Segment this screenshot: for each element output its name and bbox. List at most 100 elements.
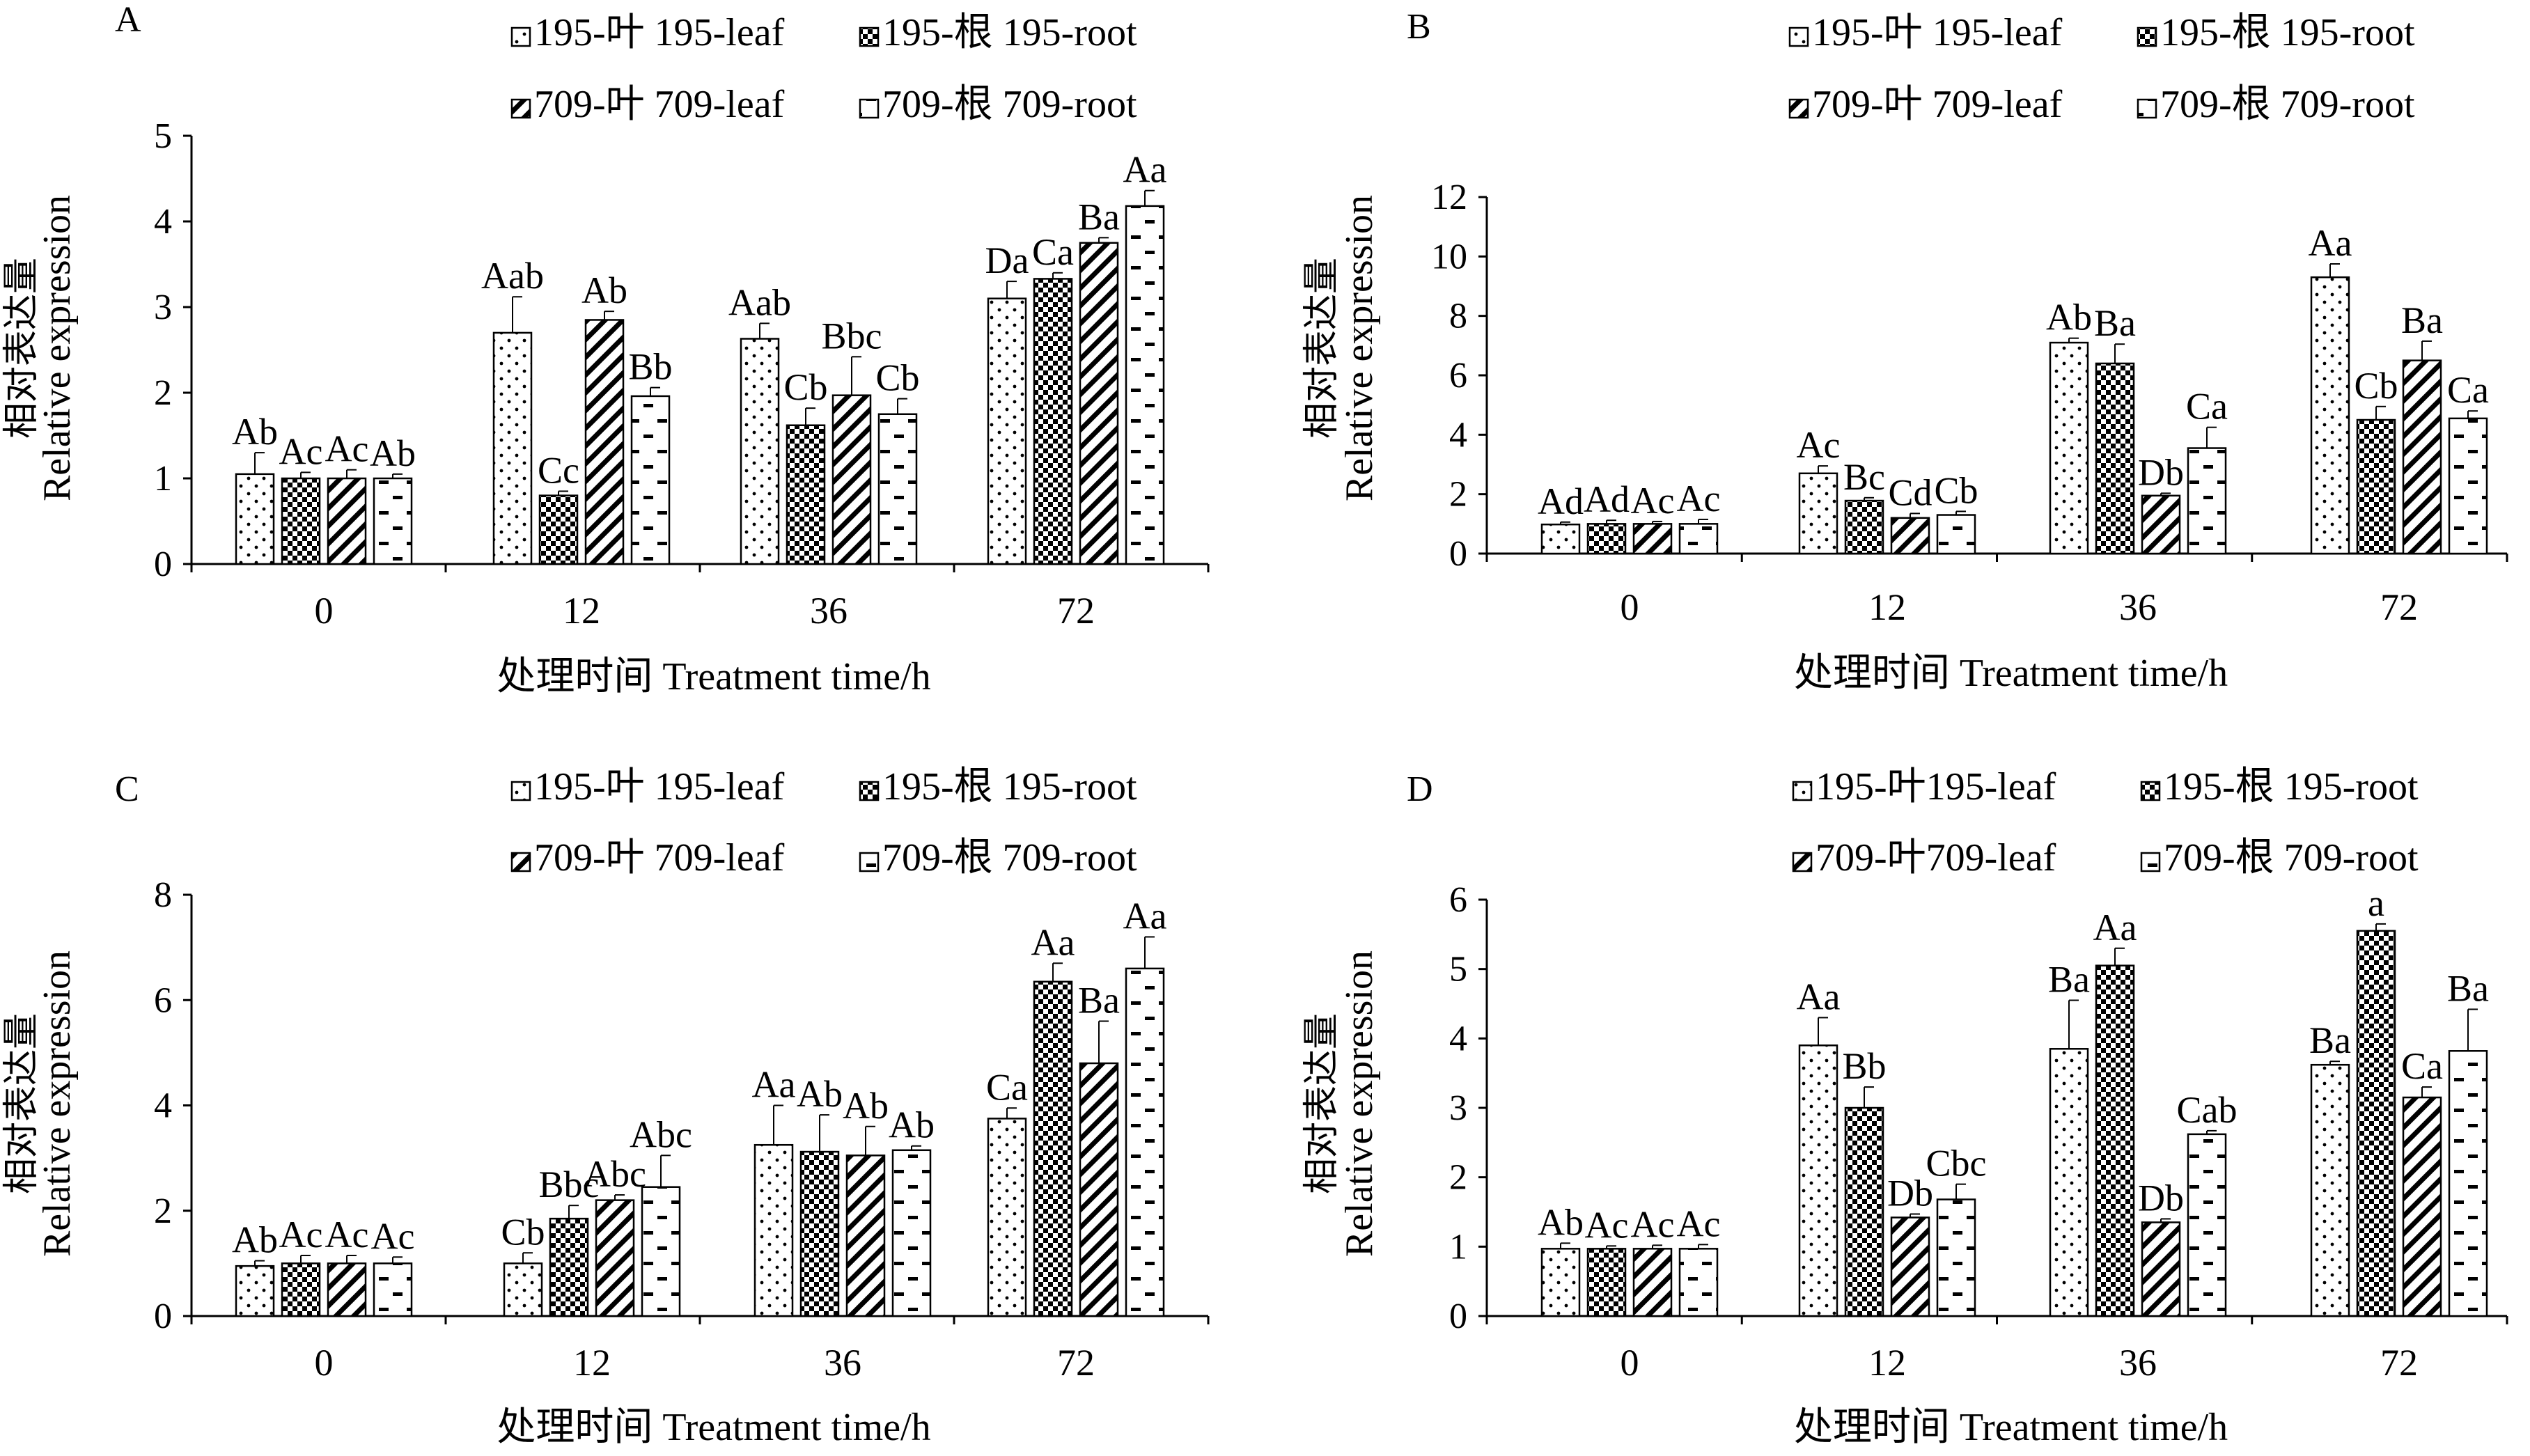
bar bbox=[2049, 1048, 2089, 1317]
significance-label: Ac bbox=[1797, 424, 1841, 466]
legend-swatch-709-leaf bbox=[1788, 98, 1809, 119]
legend-swatch-709-root bbox=[859, 98, 880, 119]
legend-label: 195-根 195-root bbox=[2164, 765, 2419, 808]
bar bbox=[987, 1118, 1027, 1317]
bar bbox=[235, 473, 275, 565]
significance-label: Ab bbox=[2046, 297, 2092, 338]
y-axis-title-en: Relative expression bbox=[1338, 195, 1381, 501]
y-tick-label: 0 bbox=[154, 1297, 172, 1336]
legend-label: 195-叶 195-leaf bbox=[534, 11, 785, 54]
bar bbox=[492, 331, 533, 565]
bar bbox=[1844, 1106, 1884, 1317]
y-axis-title-en: Relative expression bbox=[36, 950, 79, 1257]
y-tick-label: 5 bbox=[1449, 950, 1467, 989]
legend-swatch-195-leaf bbox=[1788, 26, 1809, 47]
x-tick-label: 12 bbox=[1868, 586, 1906, 628]
legend-item: 709-叶 709-leaf bbox=[510, 836, 785, 879]
bar bbox=[373, 477, 413, 565]
significance-label: Ca bbox=[986, 1066, 1028, 1108]
legend: 195-叶 195-leaf 195-根 195-root 709-叶 709-le… bbox=[510, 765, 1137, 879]
panel-label: B bbox=[1407, 7, 1431, 47]
panel-label: C bbox=[115, 769, 139, 809]
y-tick-label: 2 bbox=[1449, 1158, 1467, 1198]
y-tick-label: 0 bbox=[1449, 1297, 1467, 1336]
significance-label: Ab bbox=[232, 411, 278, 453]
bar bbox=[2448, 417, 2488, 555]
significance-label: Ab bbox=[1538, 1201, 1584, 1243]
bar bbox=[2402, 359, 2442, 555]
legend-label: 709-叶 709-leaf bbox=[534, 83, 785, 126]
y-tick-label: 4 bbox=[154, 202, 172, 242]
y-tick-label: 12 bbox=[1431, 178, 1467, 217]
significance-label: Db bbox=[2138, 1177, 2184, 1219]
bar bbox=[281, 1262, 321, 1317]
x-axis-title: 处理时间 Treatment time/h bbox=[1794, 652, 2228, 695]
significance-label: Aa bbox=[752, 1064, 796, 1106]
bar bbox=[2402, 1096, 2442, 1317]
legend-item: 195-根 195-root bbox=[2140, 765, 2419, 808]
legend: 195-叶195-leaf 195-根 195-root 709-叶709-leaf… bbox=[1792, 765, 2419, 879]
legend-swatch-709-root bbox=[859, 852, 880, 872]
y-tick-label: 5 bbox=[154, 116, 172, 156]
significance-label: Ca bbox=[1032, 231, 1074, 273]
x-tick-label: 12 bbox=[563, 590, 600, 632]
x-tick-label: 12 bbox=[1868, 1342, 1906, 1384]
significance-label: Bbc bbox=[822, 315, 882, 357]
y-tick-label: 2 bbox=[1449, 475, 1467, 515]
y-tick-label: 3 bbox=[154, 288, 172, 327]
significance-label: Cb bbox=[783, 366, 827, 408]
x-axis-title: 处理时间 Treatment time/h bbox=[1794, 1406, 2228, 1449]
significance-label: Ba bbox=[1078, 980, 1120, 1021]
significance-label: Aab bbox=[728, 281, 791, 323]
significance-label: Bc bbox=[1843, 456, 1885, 498]
bar bbox=[630, 395, 671, 565]
bar bbox=[2448, 1050, 2488, 1317]
y-tick-label: 6 bbox=[154, 980, 172, 1020]
significance-label: Ad bbox=[1584, 478, 1630, 520]
significance-label: a bbox=[2368, 882, 2384, 924]
significance-label: Aab bbox=[481, 255, 544, 297]
x-tick-label: 0 bbox=[1621, 1342, 1639, 1384]
legend-item: 709-根 709-root bbox=[859, 836, 1137, 879]
y-tick-label: 0 bbox=[1449, 534, 1467, 574]
significance-label: Aa bbox=[2309, 222, 2352, 264]
legend-label: 709-根 709-root bbox=[2160, 83, 2415, 126]
significance-label: Ac bbox=[279, 430, 323, 472]
bar bbox=[2141, 494, 2181, 555]
x-tick-label: 0 bbox=[315, 590, 334, 632]
significance-label: Ac bbox=[279, 1214, 323, 1255]
legend-label: 195-叶 195-leaf bbox=[1812, 11, 2063, 54]
significance-label: Ab bbox=[232, 1219, 278, 1261]
bar bbox=[2141, 1221, 2181, 1317]
legend-swatch-195-leaf bbox=[510, 26, 531, 47]
y-tick-label: 8 bbox=[1449, 297, 1467, 336]
significance-label: Ab bbox=[889, 1104, 935, 1146]
bar bbox=[786, 424, 826, 565]
y-tick-label: 6 bbox=[1449, 880, 1467, 920]
bar bbox=[2187, 447, 2227, 555]
bar bbox=[2356, 418, 2396, 555]
significance-label: Ca bbox=[2447, 369, 2489, 411]
legend-label: 195-根 195-root bbox=[882, 11, 1137, 54]
legend-swatch-709-root bbox=[2140, 852, 2161, 872]
significance-label: Ac bbox=[1585, 1204, 1629, 1246]
significance-label: Aa bbox=[1123, 895, 1167, 937]
legend-item: 709-根 709-root bbox=[859, 83, 1137, 126]
bar bbox=[1586, 1248, 1627, 1317]
significance-label: Ac bbox=[1631, 480, 1675, 522]
y-axis-title-cn: 相对表达量 bbox=[2, 1013, 42, 1194]
significance-label: Da bbox=[985, 240, 1029, 281]
x-tick-label: 72 bbox=[1057, 590, 1095, 632]
legend-item: 195-叶195-leaf bbox=[1792, 765, 2056, 808]
significance-label: Bb bbox=[1842, 1045, 1886, 1087]
y-tick-label: 1 bbox=[1449, 1227, 1467, 1267]
significance-label: Aa bbox=[1123, 149, 1167, 191]
legend-item: 195-叶 195-leaf bbox=[510, 11, 785, 54]
bar bbox=[503, 1262, 543, 1317]
legend: 195-叶 195-leaf 195-根 195-root 709-叶 709-le… bbox=[1788, 11, 2415, 126]
bar bbox=[987, 297, 1027, 565]
significance-label: Ac bbox=[1677, 478, 1721, 519]
significance-label: Cb bbox=[2354, 365, 2398, 407]
bar bbox=[845, 1154, 886, 1317]
bar bbox=[1540, 523, 1581, 555]
